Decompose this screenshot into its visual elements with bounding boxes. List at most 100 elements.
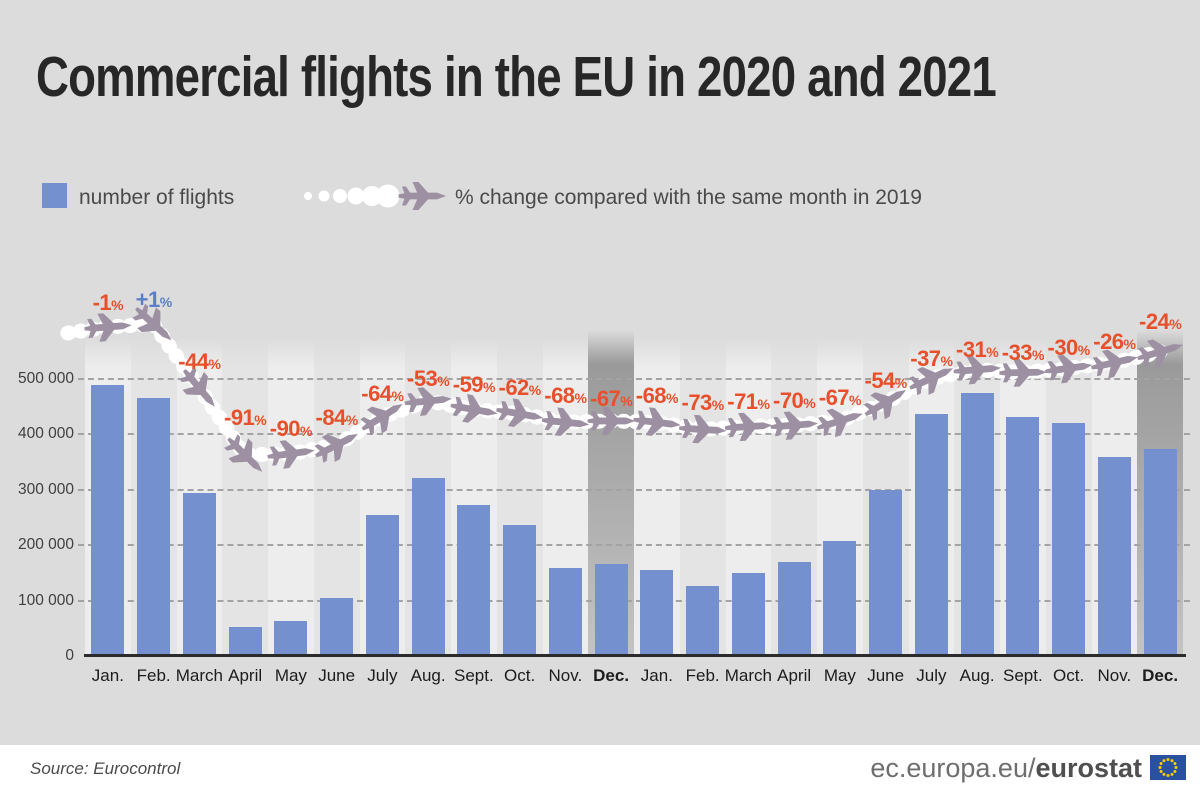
- plane-icon: [314, 434, 358, 463]
- x-axis-label: March: [724, 666, 772, 685]
- pct-change-label: -91%: [224, 405, 267, 431]
- plane-icon: [909, 366, 954, 396]
- percent-sign: %: [254, 412, 267, 429]
- percent-sign: %: [1169, 315, 1182, 332]
- bar: [914, 413, 948, 656]
- plane-icon: [360, 403, 403, 436]
- x-axis-label: Sept.: [454, 666, 494, 685]
- y-axis-label: 300 000: [17, 480, 74, 498]
- bar: [91, 384, 125, 656]
- pct-change-label: -30%: [1047, 335, 1091, 361]
- gridline: [78, 599, 1190, 602]
- bar: [1097, 456, 1131, 656]
- x-axis-label: Jan.: [640, 666, 673, 685]
- plane-icon: [1045, 354, 1093, 384]
- gridline: [78, 433, 1190, 436]
- plane-icon: [224, 434, 263, 472]
- plane-icon: [496, 398, 544, 427]
- column-stripe: [268, 338, 314, 656]
- x-axis-label: June: [318, 666, 356, 685]
- bar: [869, 489, 903, 656]
- url-prefix: ec.europa.eu/: [870, 753, 1036, 783]
- plane-icon: [679, 414, 727, 444]
- bar: [274, 621, 308, 656]
- chart-title: Commercial flights in the EU in 2020 and…: [36, 45, 997, 109]
- pct-change-label: -54%: [864, 368, 908, 394]
- bar-legend-swatch: [42, 183, 67, 208]
- bar: [1006, 416, 1040, 656]
- eurostat-url: ec.europa.eu/eurostat: [870, 753, 1142, 784]
- plane-icon: [84, 313, 132, 342]
- footer-bar: Source: Eurocontrol ec.europa.eu/eurosta…: [0, 745, 1200, 795]
- x-axis-label: March: [175, 666, 223, 685]
- y-axis-label: 0: [65, 647, 74, 664]
- bar: [1143, 449, 1177, 656]
- plane-icon: [404, 387, 453, 416]
- bar: [1052, 423, 1086, 656]
- pct-change-label: -59%: [452, 371, 496, 397]
- y-axis-label: 500 000: [17, 370, 74, 387]
- plane-icon: [450, 394, 498, 423]
- x-axis-label: June: [867, 666, 905, 685]
- x-axis-label: Feb.: [685, 666, 720, 685]
- x-axis-label: Oct.: [1053, 666, 1085, 685]
- bar: [548, 568, 582, 656]
- x-axis-label: May: [274, 666, 307, 685]
- percent-sign: %: [1077, 342, 1090, 359]
- y-axis-label: 400 000: [17, 425, 74, 443]
- column-stripe: [222, 338, 268, 656]
- percent-sign: %: [666, 390, 678, 407]
- pct-change-label: -71%: [727, 388, 770, 414]
- plane-icon: [770, 411, 819, 440]
- pct-change-label: -37%: [910, 346, 953, 372]
- pct-change-label: -62%: [498, 374, 542, 400]
- pct-change-label: -90%: [269, 415, 313, 441]
- bar: [640, 570, 674, 656]
- plane-icon: [999, 358, 1047, 387]
- percent-sign: %: [208, 356, 221, 373]
- legend-plane-icon: [398, 182, 446, 210]
- plane-icon: [267, 440, 315, 469]
- x-axis-label: Oct.: [504, 666, 536, 685]
- percent-sign: %: [711, 397, 724, 414]
- gridline: [78, 544, 1190, 547]
- percent-sign: %: [111, 297, 124, 313]
- plane-trail-legend-icon: [304, 182, 446, 210]
- y-axis-label: 100 000: [17, 591, 74, 609]
- pct-change-label: -67%: [818, 384, 862, 410]
- x-axis-label: Nov.: [1097, 666, 1132, 685]
- bar: [686, 586, 720, 656]
- percent-sign: %: [849, 391, 861, 408]
- pct-change-label: -44%: [178, 349, 221, 375]
- plane-icon: [541, 407, 590, 436]
- percent-sign: %: [803, 395, 816, 412]
- plane-icon: [132, 303, 172, 341]
- x-axis-label: April: [228, 666, 263, 685]
- x-axis-label: Jan.: [91, 666, 124, 685]
- plane-icon: [633, 407, 681, 436]
- percent-sign: %: [620, 392, 633, 409]
- percent-sign: %: [300, 422, 312, 439]
- plane-icon: [1091, 349, 1138, 379]
- x-axis-line: [84, 654, 1186, 657]
- bar: [594, 564, 628, 656]
- bar: [320, 597, 354, 656]
- bar: [503, 524, 537, 656]
- bar: [228, 627, 262, 656]
- percent-sign: %: [483, 378, 495, 395]
- eu-flag-icon: [1150, 755, 1186, 780]
- pct-change-label: -53%: [407, 365, 450, 391]
- pct-change-label: -68%: [544, 383, 587, 409]
- source-text: Source: Eurocontrol: [30, 759, 181, 778]
- pct-change-label: -31%: [956, 336, 999, 362]
- pct-change-label: -84%: [315, 405, 359, 431]
- bar: [457, 505, 491, 656]
- bar: [182, 492, 216, 656]
- x-axis-label: Nov.: [548, 666, 583, 685]
- x-axis-label: July: [916, 666, 947, 685]
- pct-change-label: -70%: [773, 388, 816, 414]
- percent-sign: %: [894, 375, 907, 392]
- line-legend-label: % change compared with the same month in…: [455, 186, 922, 209]
- bar-legend-label: number of flights: [79, 186, 235, 209]
